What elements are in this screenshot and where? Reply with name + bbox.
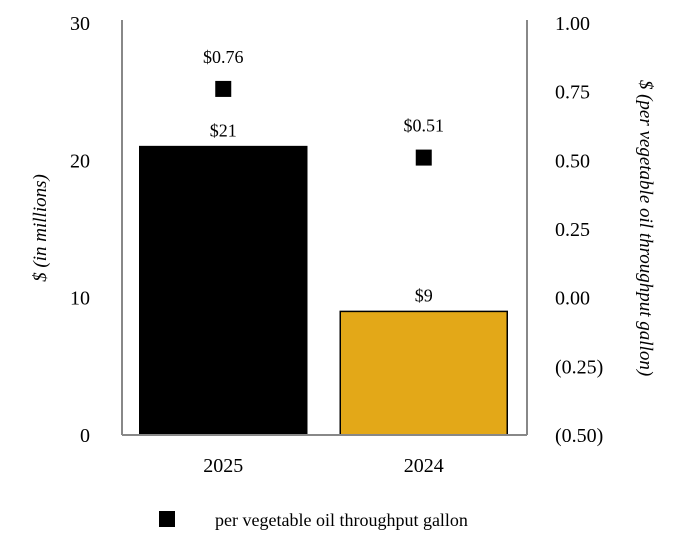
bar-label: $9 bbox=[415, 285, 433, 305]
x-tick-label: 2025 bbox=[203, 455, 243, 477]
point-label: $0.51 bbox=[404, 116, 445, 136]
point-2024 bbox=[415, 149, 432, 166]
y-tick-label: 20 bbox=[70, 150, 90, 172]
y2-tick-label: 1.00 bbox=[555, 13, 590, 35]
point-2025 bbox=[215, 80, 232, 97]
y2-tick-label: (0.25) bbox=[555, 356, 603, 378]
y-axis-title: $ (in millions) bbox=[30, 174, 51, 282]
bar-label: $21 bbox=[210, 121, 237, 141]
y2-tick-label: 0.75 bbox=[555, 82, 590, 104]
y-tick-label: 0 bbox=[80, 425, 90, 447]
legend-marker bbox=[159, 511, 175, 527]
point-label: $0.76 bbox=[203, 47, 244, 67]
y2-tick-label: 0.50 bbox=[555, 150, 590, 172]
y2-tick-label: 0.00 bbox=[555, 288, 590, 310]
y2-axis-title: $ (per vegetable oil throughput gallon) bbox=[635, 80, 656, 376]
y-tick-label: 30 bbox=[70, 13, 90, 35]
bar-2024 bbox=[339, 310, 508, 436]
y2-tick-label: 0.25 bbox=[555, 219, 590, 241]
y2-tick-label: (0.50) bbox=[555, 425, 603, 447]
legend-label: per vegetable oil throughput gallon bbox=[215, 510, 468, 530]
x-tick-label: 2024 bbox=[404, 455, 444, 477]
y-tick-label: 10 bbox=[70, 288, 90, 310]
bar-2025 bbox=[139, 145, 308, 436]
